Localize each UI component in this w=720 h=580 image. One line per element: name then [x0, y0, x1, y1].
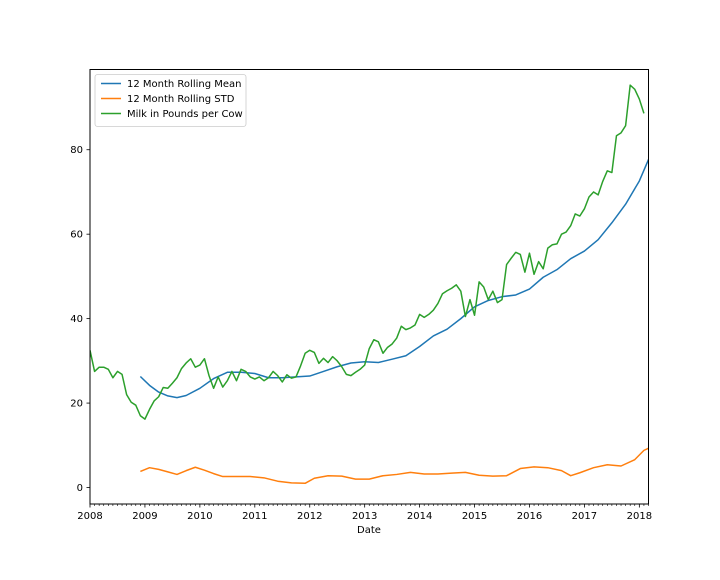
legend-label: Milk in Pounds per Cow	[127, 109, 243, 120]
series-layer	[90, 84, 649, 485]
x-tick-label: 2015	[462, 511, 487, 522]
y-tick-label: 0	[77, 483, 83, 494]
x-tick-label: 2011	[242, 511, 267, 522]
x-axis-label: Date	[357, 525, 381, 536]
x-tick-label: 2010	[187, 511, 212, 522]
y-tick-label: 40	[70, 314, 83, 325]
x-tick-label: 2014	[407, 511, 432, 522]
y-tick-label: 60	[70, 230, 83, 241]
series-line-2	[140, 447, 649, 485]
legend-label: 12 Month Rolling Mean	[127, 79, 242, 90]
y-tick-label: 20	[70, 399, 83, 410]
x-tick-label: 2008	[77, 511, 102, 522]
x-tick-label: 2013	[352, 511, 377, 522]
legend: 12 Month Rolling Mean 12 Month Rolling ST…	[94, 74, 247, 127]
series-line-3	[90, 84, 645, 420]
x-tick-label: 2018	[627, 511, 652, 522]
x-tick-label: 2009	[132, 511, 157, 522]
x-tick-label: 2012	[297, 511, 322, 522]
x-tick-label: 2016	[517, 511, 542, 522]
x-tick-label: 2017	[572, 511, 597, 522]
legend-box	[94, 74, 247, 127]
y-tick-label: 80	[70, 145, 83, 156]
legend-label: 12 Month Rolling STD	[127, 94, 235, 105]
plot-frame	[89, 69, 649, 505]
x-axis: 2008 2009 2010 2011 2012 2013 2014 2015 2016 2017…	[77, 504, 652, 522]
y-axis: 0 20 40 60 80	[70, 145, 90, 494]
series-line-1	[139, 157, 649, 399]
